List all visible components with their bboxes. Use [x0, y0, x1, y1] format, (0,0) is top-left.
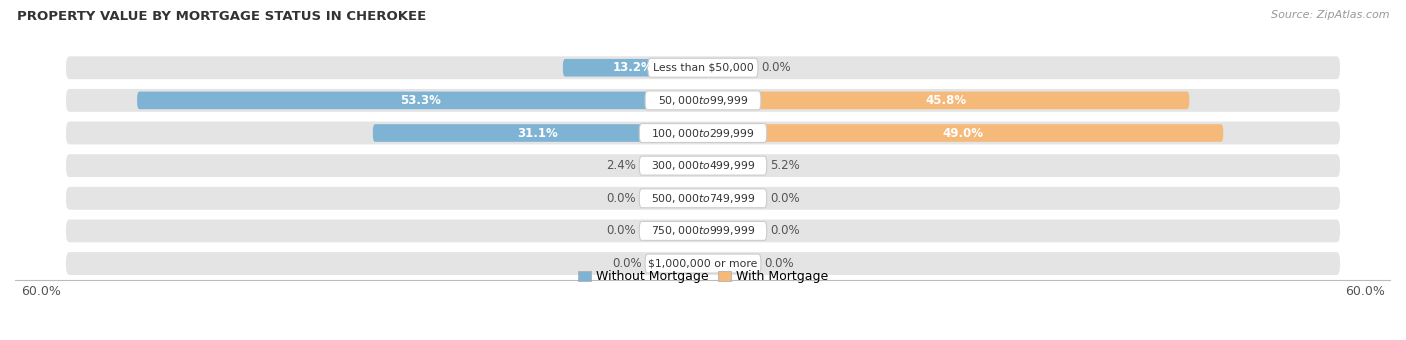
FancyBboxPatch shape [640, 156, 766, 175]
FancyBboxPatch shape [66, 122, 1340, 144]
Text: 0.0%: 0.0% [761, 61, 790, 74]
Text: $300,000 to $499,999: $300,000 to $499,999 [651, 159, 755, 172]
FancyBboxPatch shape [645, 254, 761, 273]
FancyBboxPatch shape [66, 252, 1340, 275]
Text: 13.2%: 13.2% [613, 61, 654, 74]
Text: $750,000 to $999,999: $750,000 to $999,999 [651, 224, 755, 237]
FancyBboxPatch shape [66, 220, 1340, 242]
Text: 0.0%: 0.0% [613, 257, 643, 270]
FancyBboxPatch shape [703, 124, 1223, 142]
FancyBboxPatch shape [645, 91, 761, 110]
FancyBboxPatch shape [640, 189, 766, 208]
Text: PROPERTY VALUE BY MORTGAGE STATUS IN CHEROKEE: PROPERTY VALUE BY MORTGAGE STATUS IN CHE… [17, 10, 426, 23]
FancyBboxPatch shape [703, 157, 758, 174]
Text: $100,000 to $299,999: $100,000 to $299,999 [651, 126, 755, 139]
Text: 0.0%: 0.0% [606, 224, 636, 237]
Text: 60.0%: 60.0% [21, 285, 62, 298]
FancyBboxPatch shape [138, 91, 703, 109]
FancyBboxPatch shape [66, 154, 1340, 177]
FancyBboxPatch shape [66, 187, 1340, 210]
Text: 31.1%: 31.1% [517, 126, 558, 139]
Text: 5.2%: 5.2% [770, 159, 800, 172]
FancyBboxPatch shape [678, 157, 703, 174]
Text: 60.0%: 60.0% [1344, 285, 1385, 298]
Text: Less than $50,000: Less than $50,000 [652, 63, 754, 73]
Text: 49.0%: 49.0% [942, 126, 984, 139]
FancyBboxPatch shape [562, 59, 703, 76]
Text: $1,000,000 or more: $1,000,000 or more [648, 258, 758, 269]
Text: 0.0%: 0.0% [770, 224, 800, 237]
FancyBboxPatch shape [66, 56, 1340, 79]
FancyBboxPatch shape [373, 124, 703, 142]
FancyBboxPatch shape [640, 123, 766, 142]
Text: Source: ZipAtlas.com: Source: ZipAtlas.com [1271, 10, 1389, 20]
Legend: Without Mortgage, With Mortgage: Without Mortgage, With Mortgage [574, 265, 832, 288]
Text: 0.0%: 0.0% [770, 192, 800, 205]
Text: 2.4%: 2.4% [606, 159, 636, 172]
Text: 0.0%: 0.0% [763, 257, 793, 270]
FancyBboxPatch shape [640, 221, 766, 240]
FancyBboxPatch shape [648, 58, 758, 77]
Text: 53.3%: 53.3% [399, 94, 440, 107]
Text: 45.8%: 45.8% [925, 94, 967, 107]
FancyBboxPatch shape [66, 89, 1340, 112]
Text: $50,000 to $99,999: $50,000 to $99,999 [658, 94, 748, 107]
Text: $500,000 to $749,999: $500,000 to $749,999 [651, 192, 755, 205]
FancyBboxPatch shape [703, 91, 1189, 109]
Text: 0.0%: 0.0% [606, 192, 636, 205]
